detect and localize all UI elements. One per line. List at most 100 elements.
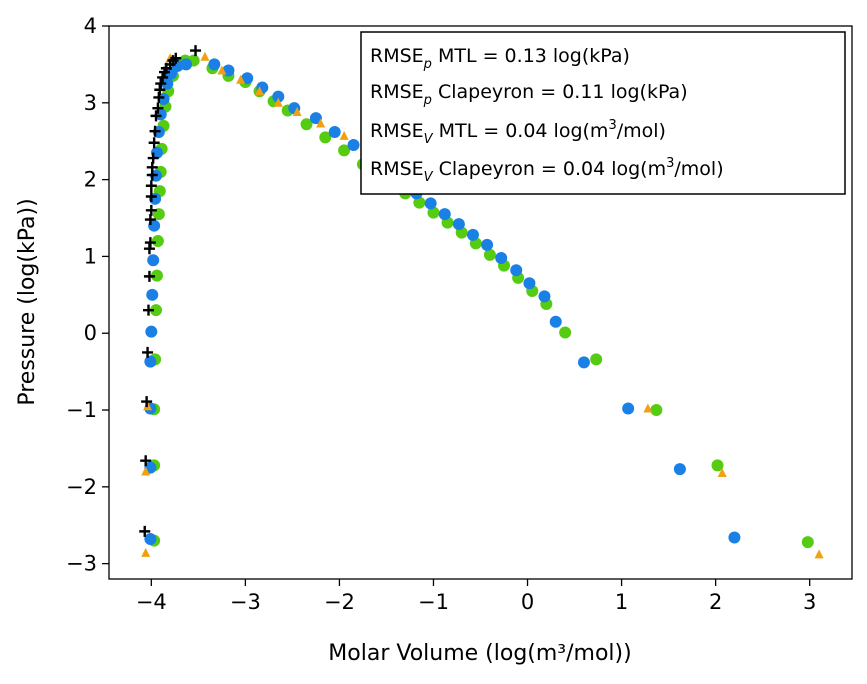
- point-circle: [309, 112, 322, 125]
- x-tick-label: −1: [418, 590, 449, 614]
- point-triangle: [717, 468, 727, 478]
- x-tick-label: 3: [803, 590, 816, 614]
- legend-line-3: RMSEV MTL = 0.04 log(m3/mol): [370, 118, 666, 147]
- x-tick-label: 0: [521, 590, 534, 614]
- x-tick-label: −3: [230, 590, 261, 614]
- y-tick-label: 2: [84, 168, 97, 192]
- point-plus: [190, 45, 202, 57]
- point-circle: [673, 463, 686, 476]
- point-circle: [300, 118, 313, 131]
- point-circle: [481, 238, 494, 251]
- point-circle: [146, 288, 159, 301]
- point-triangle: [814, 549, 824, 559]
- point-plus: [140, 455, 152, 467]
- point-circle: [483, 248, 496, 261]
- y-axis-label: Pressure (log(kPa)): [15, 198, 40, 405]
- point-circle: [801, 536, 814, 549]
- point-plus: [143, 304, 155, 316]
- point-circle: [147, 254, 160, 267]
- point-circle: [272, 90, 285, 103]
- x-axis-label: Molar Volume (log(m³/mol)): [328, 641, 631, 666]
- point-circle: [559, 326, 572, 339]
- x-tick-label: −4: [136, 590, 167, 614]
- point-plus: [145, 191, 157, 203]
- point-circle: [338, 144, 351, 157]
- point-triangle: [316, 118, 326, 128]
- point-circle: [438, 208, 451, 221]
- point-circle: [145, 325, 158, 338]
- point-circle: [328, 125, 341, 138]
- legend-line-4: RMSEV Clapeyron = 0.04 log(m3/mol): [370, 156, 724, 185]
- point-circle: [523, 277, 536, 290]
- point-triangle: [217, 65, 227, 75]
- point-circle: [319, 131, 332, 144]
- point-circle: [150, 269, 163, 282]
- point-circle: [413, 196, 426, 209]
- data-marks: [139, 45, 824, 559]
- point-circle: [151, 235, 164, 248]
- point-circle: [161, 77, 174, 90]
- point-circle: [452, 218, 465, 231]
- rmse-legend: RMSEp MTL = 0.13 log(kPa) RMSEp Clapeyron…: [360, 31, 846, 195]
- point-plus: [150, 110, 162, 122]
- point-circle: [577, 356, 590, 369]
- point-circle: [150, 304, 163, 317]
- y-tick-label: 0: [84, 321, 97, 345]
- point-triangle: [200, 51, 210, 61]
- point-plus: [146, 161, 158, 173]
- point-triangle: [141, 547, 151, 557]
- plot-frame: [108, 25, 853, 580]
- point-plus: [139, 525, 151, 537]
- x-tick-label: 2: [709, 590, 722, 614]
- point-circle: [144, 355, 157, 368]
- legend-line-1: RMSEp MTL = 0.13 log(kPa): [370, 45, 630, 72]
- point-triangle: [236, 74, 246, 84]
- point-plus: [155, 78, 167, 90]
- point-plus: [142, 346, 154, 358]
- point-circle: [144, 533, 157, 546]
- point-plus: [144, 214, 156, 226]
- point-circle: [427, 206, 440, 219]
- point-plus: [170, 52, 182, 64]
- point-circle: [347, 139, 360, 152]
- point-circle: [157, 92, 170, 105]
- point-circle: [208, 58, 221, 71]
- axis-ticks: −4 −3 −2 −1 0 1 2 3 −3 −2 −1 0 1 2 3 4: [66, 14, 816, 614]
- x-tick-label: −2: [324, 590, 355, 614]
- point-plus: [143, 270, 155, 282]
- point-circle: [650, 404, 663, 417]
- point-plus: [149, 125, 161, 137]
- point-plus: [145, 204, 157, 216]
- y-tick-label: 4: [84, 14, 97, 38]
- y-tick-label: −1: [66, 398, 97, 422]
- point-circle: [424, 197, 437, 210]
- point-circle: [180, 58, 193, 71]
- point-circle: [622, 402, 635, 415]
- point-triangle: [141, 466, 151, 476]
- y-tick-label: −2: [66, 475, 97, 499]
- point-triangle: [339, 130, 349, 140]
- point-circle: [466, 228, 479, 241]
- x-tick-label: 1: [615, 590, 628, 614]
- point-circle: [538, 290, 551, 303]
- y-tick-label: 3: [84, 91, 97, 115]
- point-plus: [157, 71, 169, 83]
- point-circle: [711, 459, 724, 472]
- point-circle: [495, 251, 508, 264]
- legend-line-2: RMSEp Clapeyron = 0.11 log(kPa): [370, 81, 688, 108]
- y-tick-label: −3: [66, 552, 97, 576]
- point-plus: [145, 180, 157, 192]
- point-circle: [590, 353, 603, 366]
- y-tick-label: 1: [84, 244, 97, 268]
- point-circle: [728, 531, 741, 544]
- point-circle: [510, 264, 523, 277]
- point-plus: [144, 237, 156, 249]
- point-plus: [147, 152, 159, 164]
- point-triangle: [643, 403, 653, 413]
- point-triangle: [254, 86, 264, 96]
- point-circle: [549, 315, 562, 328]
- point-plus: [141, 396, 153, 408]
- point-plus: [148, 137, 160, 149]
- legend-box: [360, 31, 846, 195]
- point-triangle: [273, 97, 283, 107]
